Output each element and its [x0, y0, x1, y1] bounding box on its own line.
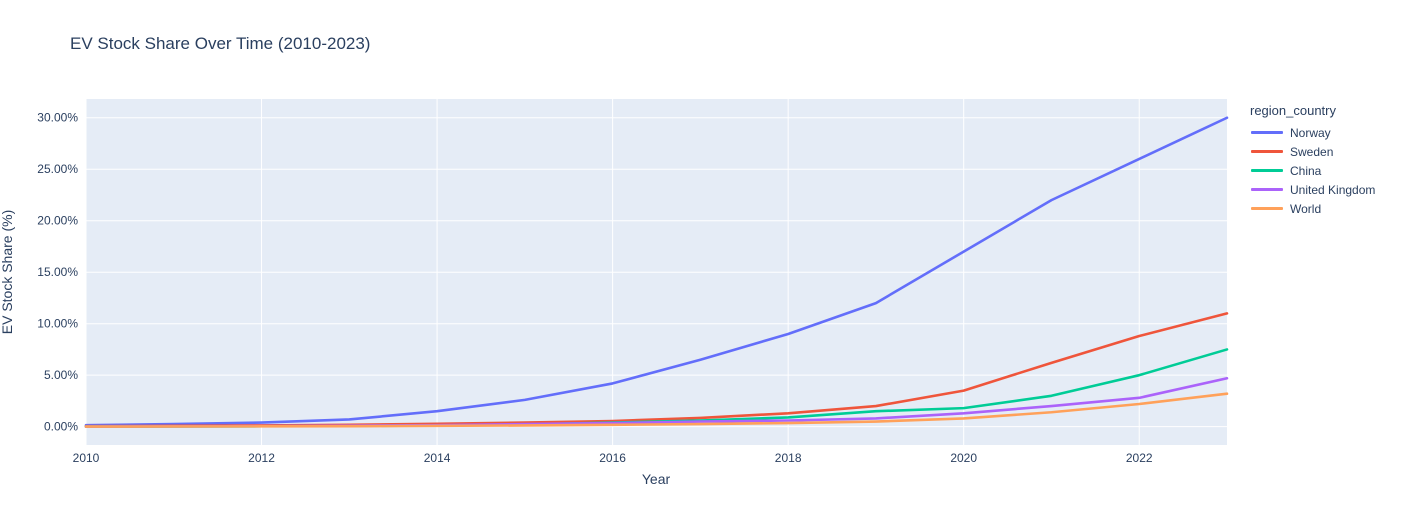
legend-item-sweden[interactable]: Sweden: [1246, 142, 1375, 161]
y-tick-label: 30.00%: [37, 111, 78, 125]
x-tick-label: 2016: [599, 451, 626, 465]
legend-swatch-icon: [1251, 131, 1283, 134]
legend-item-united-kingdom[interactable]: United Kingdom: [1246, 180, 1375, 199]
y-tick-label: 0.00%: [44, 420, 78, 434]
legend-label: China: [1290, 163, 1322, 178]
legend-swatch-icon: [1251, 150, 1283, 153]
series-line-world[interactable]: [84, 392, 1229, 428]
chart-title: EV Stock Share Over Time (2010-2023): [70, 34, 371, 53]
x-tick-label: 2020: [950, 451, 977, 465]
legend-title: region_country: [1250, 103, 1336, 118]
x-tick-label: 2010: [73, 451, 100, 465]
y-axis-title: EV Stock Share (%): [0, 209, 15, 335]
x-axis-title: Year: [641, 471, 671, 487]
legend-item-norway[interactable]: Norway: [1246, 123, 1375, 142]
legend-items: Norway Sweden China United Kingdom World: [1246, 123, 1375, 218]
x-tick-label: 2022: [1126, 451, 1153, 465]
legend-label: United Kingdom: [1290, 182, 1376, 197]
x-tick-label: 2012: [248, 451, 275, 465]
legend-swatch-icon: [1251, 207, 1283, 210]
legend-swatch-icon: [1251, 169, 1283, 172]
legend-label: Norway: [1290, 125, 1331, 140]
legend: region_country Norway Sweden China United K…: [1246, 103, 1375, 218]
y-tick-label: 5.00%: [44, 368, 78, 382]
y-tick-label: 15.00%: [37, 265, 78, 279]
x-tick-label: 2018: [775, 451, 802, 465]
y-tick-label: 20.00%: [37, 214, 78, 228]
legend-label: World: [1290, 201, 1322, 216]
legend-label: Sweden: [1290, 144, 1334, 159]
legend-item-china[interactable]: China: [1246, 161, 1375, 180]
series-line-norway[interactable]: [84, 116, 1229, 427]
legend-item-world[interactable]: World: [1246, 199, 1375, 218]
y-tick-label: 10.00%: [37, 317, 78, 331]
legend-swatch-icon: [1251, 188, 1283, 191]
y-tick-label: 25.00%: [37, 162, 78, 176]
x-tick-label: 2014: [424, 451, 451, 465]
